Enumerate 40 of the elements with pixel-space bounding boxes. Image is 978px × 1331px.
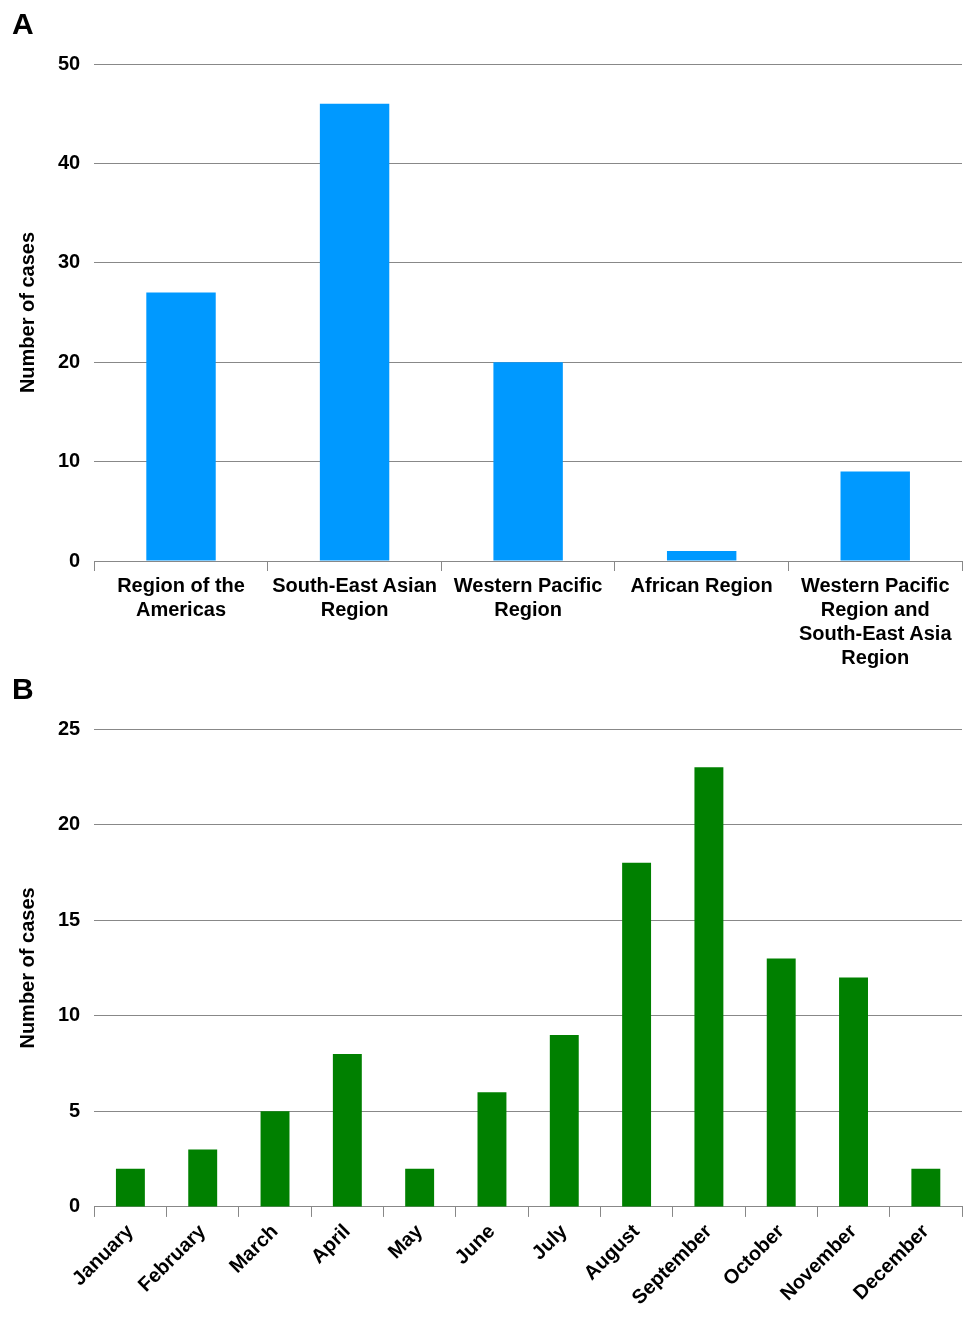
bar <box>622 862 652 1207</box>
bar <box>146 292 216 561</box>
y-tick-label: 10 <box>58 1003 81 1026</box>
bar <box>839 977 868 1207</box>
bar <box>332 1054 362 1207</box>
x-tick-label: South-East Asian Region <box>272 573 437 620</box>
y-tick-label: 5 <box>69 1098 81 1121</box>
bar <box>549 1034 579 1207</box>
bar <box>840 471 910 561</box>
bar <box>477 1092 507 1207</box>
bar <box>666 551 737 561</box>
chart-title: B <box>12 672 34 706</box>
bar <box>493 362 563 561</box>
y-axis-title: Number of cases <box>15 231 38 394</box>
y-axis-title: Number of cases <box>15 887 38 1049</box>
bar <box>260 1111 290 1207</box>
bar <box>694 767 724 1207</box>
bar <box>405 1168 435 1207</box>
y-tick-label: 20 <box>58 812 81 835</box>
y-tick-label: 20 <box>58 349 81 372</box>
y-tick-label: 50 <box>58 51 81 74</box>
chart-title: A <box>12 7 34 41</box>
y-tick-label: 25 <box>58 716 81 739</box>
y-tick-label: 0 <box>69 548 81 571</box>
y-tick-label: 10 <box>58 449 81 472</box>
x-tick-label: Region of the Americas <box>117 573 245 620</box>
bar <box>115 1168 145 1207</box>
x-tick-label: May <box>383 1218 427 1263</box>
bar <box>188 1149 218 1207</box>
bar <box>911 1168 941 1207</box>
y-tick-label: 15 <box>58 907 81 930</box>
y-tick-label: 0 <box>69 1194 81 1217</box>
bar <box>766 958 796 1207</box>
y-tick-label: 30 <box>58 250 81 273</box>
x-tick-label: July <box>527 1218 572 1264</box>
x-tick-label: African Region <box>630 573 773 596</box>
y-tick-label: 40 <box>58 150 81 173</box>
bar <box>319 103 390 561</box>
x-tick-label: Western Pacific Region and South-East Asia Region <box>798 573 953 668</box>
x-tick-label: Western Pacific Region <box>453 573 603 620</box>
